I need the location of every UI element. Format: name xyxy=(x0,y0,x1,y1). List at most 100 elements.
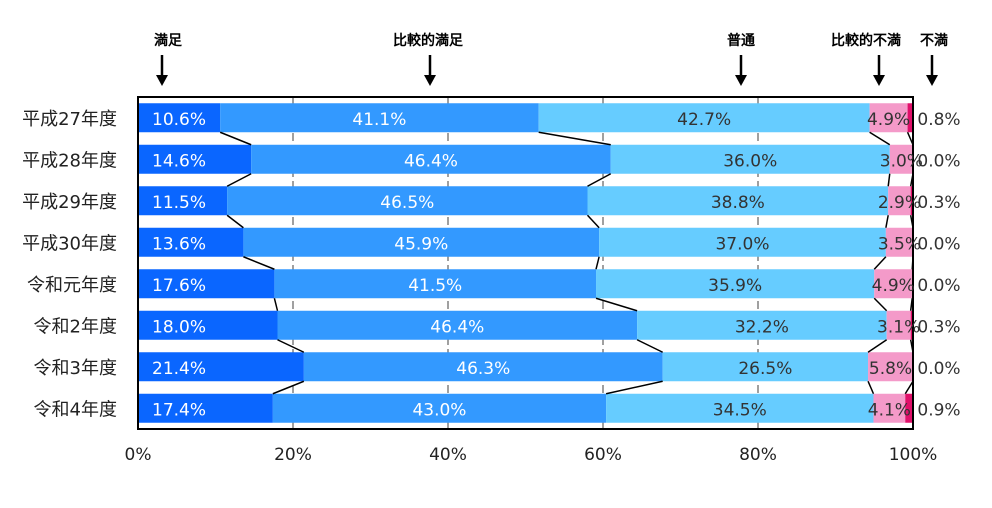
value-label: 3.5% xyxy=(878,234,921,254)
bar-segment xyxy=(910,310,913,340)
bar-segment xyxy=(303,352,663,382)
value-label: 14.6% xyxy=(152,151,206,171)
x-tick-label: 60% xyxy=(584,445,622,465)
bar-segment xyxy=(138,144,252,174)
value-label: 4.1% xyxy=(868,400,911,420)
value-label: 0.3% xyxy=(917,193,960,213)
bar-segment xyxy=(606,393,874,423)
x-tick-labels: 0% 20% 40% 60% 80% 100% xyxy=(125,445,938,465)
bar-segment xyxy=(274,269,597,299)
series-line xyxy=(538,131,611,146)
bar-segment xyxy=(637,310,887,340)
series-line xyxy=(873,297,888,312)
value-label: 0.0% xyxy=(917,151,960,171)
bar-segment xyxy=(138,227,244,257)
legend-arrow-icon xyxy=(926,75,938,86)
series-line xyxy=(636,339,664,353)
bar-segment xyxy=(243,227,600,257)
series-line xyxy=(904,380,914,395)
value-label: 2.9% xyxy=(878,193,921,213)
bar-segment xyxy=(874,269,913,299)
bars xyxy=(138,103,913,423)
bar-segment xyxy=(138,186,228,216)
series-line xyxy=(873,256,887,270)
value-label: 38.8% xyxy=(711,193,765,213)
value-label: 46.5% xyxy=(380,193,434,213)
value-label: 26.5% xyxy=(738,359,792,379)
category-label: 令和2年度 xyxy=(34,316,117,337)
value-label: 0.0% xyxy=(917,276,960,296)
value-label: 34.5% xyxy=(713,400,767,420)
series-line xyxy=(869,131,891,146)
value-label: 5.8% xyxy=(869,359,912,379)
value-label: 41.5% xyxy=(408,276,462,296)
legend-label: 比較的満足 xyxy=(393,32,464,49)
value-label: 3.1% xyxy=(877,317,920,337)
x-tick-label: 20% xyxy=(274,445,312,465)
value-label: 18.0% xyxy=(152,317,206,337)
value-label: 0.9% xyxy=(917,400,960,420)
value-label: 0.0% xyxy=(917,359,960,379)
legend-label: 不満 xyxy=(920,32,948,49)
value-label: 0.3% xyxy=(917,317,960,337)
bar-segment xyxy=(138,310,278,340)
bar-segment xyxy=(662,352,869,382)
bar-segment xyxy=(888,186,911,216)
value-label: 17.6% xyxy=(152,276,206,296)
bar-segment xyxy=(907,103,913,133)
value-label: 46.3% xyxy=(456,359,510,379)
value-label: 0.0% xyxy=(917,234,960,254)
value-label: 13.6% xyxy=(152,234,206,254)
category-label: 平成29年度 xyxy=(22,192,117,213)
bar-segment xyxy=(272,393,607,423)
legend-label: 普通 xyxy=(727,32,755,49)
legend-label: 比較的不満 xyxy=(831,32,901,49)
series-line xyxy=(867,380,875,395)
value-label: 43.0% xyxy=(412,400,466,420)
bar-segment xyxy=(886,310,911,340)
bar-segment xyxy=(910,186,913,216)
series-line xyxy=(243,256,275,270)
category-label: 平成30年度 xyxy=(22,233,117,254)
bar-segment xyxy=(277,310,638,340)
value-label: 46.4% xyxy=(404,151,458,171)
category-label: 令和4年度 xyxy=(34,399,117,420)
series-line xyxy=(277,339,305,353)
x-tick-label: 40% xyxy=(429,445,467,465)
bar-segment xyxy=(869,103,908,133)
bar-segment xyxy=(138,103,221,133)
value-label: 45.9% xyxy=(394,234,448,254)
bar-segment xyxy=(138,352,304,382)
bar-segment xyxy=(868,352,913,382)
category-label: 平成27年度 xyxy=(22,109,117,130)
series-line xyxy=(272,380,305,395)
value-label: 4.9% xyxy=(872,276,915,296)
value-label: 3.0% xyxy=(880,151,923,171)
value-labels: 10.6% 41.1% 42.7% 4.9% 0.8% 14.6% 46.4% 36.0% 3.… xyxy=(152,110,961,421)
value-label: 17.4% xyxy=(152,400,206,420)
legend-arrow-icon xyxy=(156,75,168,86)
legend-arrow-icon xyxy=(873,75,885,86)
x-tick-label: 100% xyxy=(889,445,938,465)
value-label: 35.9% xyxy=(708,276,762,296)
x-tick-label: 80% xyxy=(739,445,777,465)
category-label: 令和3年度 xyxy=(34,358,117,379)
plot-frame xyxy=(137,96,914,430)
bar-segment xyxy=(599,227,886,257)
category-labels: 平成27年度平成28年度平成29年度平成30年度令和元年度令和2年度令和3年度令… xyxy=(22,109,117,421)
series-line xyxy=(273,298,279,311)
bar-segment xyxy=(138,269,275,299)
bar-segment xyxy=(905,393,913,423)
series-line xyxy=(595,297,638,312)
series-line xyxy=(219,131,252,146)
series-line xyxy=(867,339,888,353)
bar-segment xyxy=(251,144,611,174)
value-label: 37.0% xyxy=(715,234,769,254)
legend-arrow-icon xyxy=(735,75,747,86)
series-line xyxy=(586,214,600,229)
legend: 満足 比較的満足 普通 比較的不満 不満 xyxy=(154,32,948,86)
series-line xyxy=(226,214,244,229)
bar-segment xyxy=(873,393,906,423)
value-label: 10.6% xyxy=(152,110,206,130)
